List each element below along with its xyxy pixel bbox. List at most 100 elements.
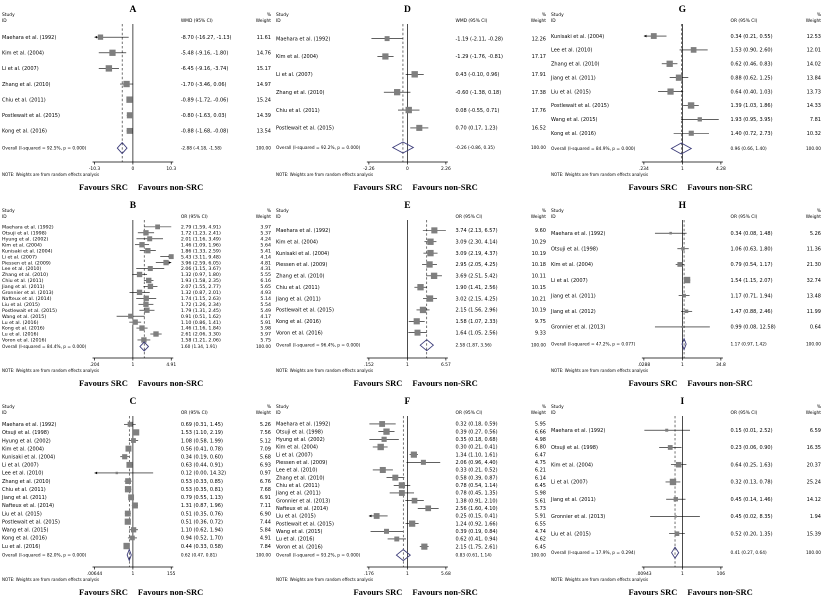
- study-name: Kunisaki et al. (2004): [276, 251, 329, 257]
- point-estimate: [143, 295, 149, 301]
- effect-header: OR (95% CI): [181, 410, 208, 416]
- col-header-study: Study: [276, 12, 289, 18]
- ci-arrow-right: [168, 261, 172, 264]
- point-estimate: [143, 301, 149, 307]
- effect-text: 0.91 (0.51, 1.62): [181, 314, 221, 320]
- study-name: Gronnier et al. (2013): [551, 514, 605, 520]
- point-estimate: [147, 236, 153, 242]
- axis-tick-label: 5.68: [441, 571, 451, 577]
- point-estimate: [398, 490, 405, 496]
- weight-text: 5.55: [260, 272, 271, 278]
- weight-text: 7.09: [260, 446, 271, 452]
- point-estimate: [97, 34, 104, 40]
- point-estimate: [136, 271, 143, 278]
- axis-tick-label: 6.57: [441, 362, 451, 368]
- overall-effect-text: 0.62 (0.47, 0.81): [181, 552, 217, 558]
- study-name: Voron et al. (2016): [2, 338, 47, 344]
- effect-text: 0.79 (0.54, 1.17): [731, 262, 773, 268]
- point-estimate: [379, 421, 386, 427]
- effect-text: 2.15 (1.75, 2.61): [456, 544, 498, 550]
- point-estimate: [683, 276, 691, 284]
- col-header-study: Study: [2, 404, 15, 410]
- weight-text: 10.18: [532, 262, 546, 268]
- study-name: Maehara et al. (1992): [551, 231, 605, 237]
- study-name: Liu et al. (2015): [2, 511, 42, 517]
- forest-panel-G: G Study ID% Weight OR (95% CI) Kunisaki et al…: [549, 0, 824, 196]
- weight-text: 5.14: [260, 296, 271, 302]
- weight-text: 5.91: [260, 320, 271, 326]
- weight-text: 9.60: [535, 228, 546, 234]
- panel-letter: I: [681, 397, 685, 407]
- study-name: Lee et al. (2010): [2, 471, 43, 477]
- effect-text: -0.60 (-1.38, 0.18): [456, 90, 502, 96]
- favours-right-label: Favours non-SRC: [687, 587, 752, 597]
- point-estimate: [383, 428, 390, 435]
- col-header-study: Study: [551, 404, 564, 410]
- overall-label: Overall (I-squared = 84.9%, p = 0.000): [551, 146, 636, 152]
- weight-text: 5.41: [260, 248, 271, 254]
- overall-effect-text: 0.41 (0.27, 0.64): [731, 550, 767, 556]
- point-estimate: [421, 543, 428, 550]
- forest-panel-D: D Study ID% Weight WMD (95% CI) Maehara et al…: [274, 0, 549, 196]
- study-name: Gronnier et al. (2013): [2, 290, 54, 296]
- axis-tick-label: 4.28: [716, 166, 726, 172]
- overall-weight: 100.00: [256, 344, 271, 350]
- study-name: Lu et al. (2016): [2, 320, 39, 326]
- study-name: Hyung et al. (2002): [2, 438, 51, 444]
- point-estimate: [128, 494, 135, 501]
- effect-text: 1.31 (0.87, 1.96): [181, 503, 223, 509]
- panel-letter: G: [679, 5, 687, 15]
- study-name: Lee et al. (2010): [2, 266, 41, 272]
- forest-panel-A: A Study ID% Weight WMD (95% CI) Maehara et al…: [0, 0, 274, 196]
- col-header-weight: Weight: [256, 18, 272, 24]
- axis-tick-label: -10.3: [89, 166, 101, 172]
- study-name: Hyung et al. (2002): [2, 236, 48, 242]
- study-name: Jiang et al. (2011): [1, 495, 47, 501]
- study-name: Nafteux et al. (2014): [2, 296, 52, 302]
- point-estimate: [145, 248, 151, 254]
- point-estimate: [674, 531, 680, 537]
- effect-text: 0.88 (0.62, 1.25): [731, 75, 773, 81]
- point-estimate: [130, 535, 135, 541]
- effect-text: -5.48 (-9.16, -1.80): [181, 51, 229, 57]
- favours-right-label: Favours non-SRC: [138, 182, 203, 192]
- point-estimate: [126, 127, 133, 134]
- point-estimate: [419, 306, 427, 314]
- weight-text: 32.74: [807, 278, 821, 284]
- panel-letter: B: [130, 201, 137, 211]
- axis-tick-label: 10.3: [166, 166, 176, 172]
- point-estimate: [131, 527, 137, 533]
- weight-text: 4.75: [535, 460, 546, 466]
- weight-text: 13.84: [807, 75, 821, 81]
- col-header-id: ID: [276, 214, 281, 220]
- effect-text: 1.10 (0.86, 1.41): [181, 320, 221, 326]
- overall-effect-text: -2.88 (-4.18, -1.58): [181, 146, 222, 152]
- overall-effect-text: 2.58 (1.87, 3.56): [456, 343, 492, 349]
- overall-effect-text: 0.96 (0.66, 1.40): [731, 146, 767, 152]
- axis-tick-label: 1: [406, 571, 409, 577]
- point-estimate: [675, 74, 683, 81]
- point-estimate: [124, 510, 131, 517]
- point-estimate: [126, 112, 133, 119]
- overall-weight: 100.00: [806, 342, 821, 348]
- favours-left-label: Favours SRC: [628, 587, 677, 597]
- favours-right-label: Favours non-SRC: [412, 587, 477, 597]
- study-name: Piessen et al. (2009): [276, 262, 327, 268]
- axis-tick-label: .152: [364, 362, 374, 368]
- col-header-weight: Weight: [531, 410, 547, 416]
- study-name: Maehara et al. (1992): [2, 35, 56, 41]
- point-estimate: [126, 96, 133, 103]
- weight-text: 16.52: [532, 126, 546, 132]
- study-name: Otsuji et al. (1998): [551, 445, 598, 451]
- weight-text: 6.14: [535, 475, 546, 481]
- study-name: Zhang et al. (2010): [2, 479, 51, 485]
- point-estimate: [669, 231, 672, 235]
- overall-weight: 100.00: [806, 550, 821, 556]
- effect-text: 0.32 (0.13, 0.78): [731, 480, 773, 486]
- col-header-study: Study: [276, 208, 289, 214]
- weight-text: 5.26: [260, 422, 271, 428]
- note-text: NOTE: Weights are from random effects an…: [551, 368, 648, 373]
- point-estimate: [146, 277, 152, 284]
